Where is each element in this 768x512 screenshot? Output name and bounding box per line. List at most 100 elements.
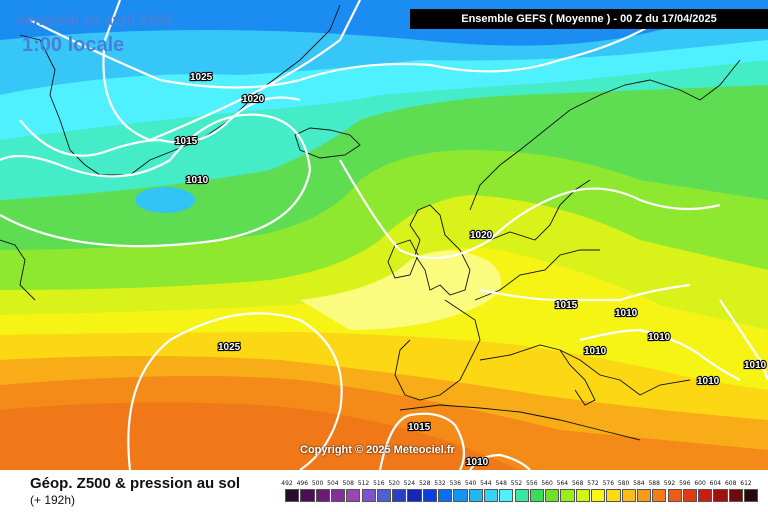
legend-label: 576 xyxy=(602,480,615,487)
isobar-1020-north xyxy=(29,19,661,89)
legend-swatch xyxy=(300,489,315,502)
isobar-1015-south xyxy=(378,412,466,470)
legend-swatch xyxy=(621,489,636,502)
legend-swatch xyxy=(652,489,667,502)
isobar-1010-loop xyxy=(0,113,312,248)
isobar-label: 1015 xyxy=(408,422,431,433)
legend-label: 512 xyxy=(357,480,370,487)
legend-label: 612 xyxy=(740,480,752,487)
isobar-label: 1020 xyxy=(242,94,265,105)
isobar-label: 1010 xyxy=(744,360,767,371)
isobar-right xyxy=(719,299,768,381)
legend-swatch xyxy=(468,489,483,502)
color-legend: 492 496 500 504 508 512 516 520 524 528 532 536 540 5… xyxy=(281,480,759,512)
legend-label: 548 xyxy=(495,480,507,487)
legend-swatch xyxy=(499,489,514,502)
copyright-text: Copyright © 2025 Meteociel.fr xyxy=(300,444,455,456)
legend-swatch xyxy=(514,489,529,502)
legend-label: 496 xyxy=(296,480,309,487)
scandinavia-coast xyxy=(469,59,741,211)
legend-swatch xyxy=(361,489,376,502)
legend-swatch xyxy=(453,489,468,502)
ireland-coast xyxy=(387,239,419,279)
isobar-label: 1010 xyxy=(466,457,489,468)
legend-label: 584 xyxy=(633,480,645,487)
model-run-banner: Ensemble GEFS ( Moyenne ) - 00 Z du 17/0… xyxy=(410,9,768,29)
legend-swatch xyxy=(346,489,361,502)
legend-label: 568 xyxy=(571,480,584,487)
isobar-label: 1025 xyxy=(190,72,213,83)
mediterranean-coast xyxy=(479,344,691,396)
legend-label: 572 xyxy=(587,480,599,487)
forecast-step: (+ 192h) xyxy=(30,493,76,507)
legend-label: 544 xyxy=(480,480,492,487)
isobar-1020-east xyxy=(339,159,721,260)
legend-label: 516 xyxy=(373,480,385,487)
isobar-label: 1015 xyxy=(175,136,198,147)
legend-swatch xyxy=(698,489,713,502)
legend-swatch xyxy=(438,489,453,502)
africa-north-coast xyxy=(399,404,641,441)
legend-label: 492 xyxy=(281,480,293,487)
legend-label: 588 xyxy=(648,480,660,487)
legend-label: 504 xyxy=(327,480,339,487)
isobar-label: 1010 xyxy=(584,346,607,357)
weather-map: 1025 1020 1015 1010 1020 1015 1010 1010 … xyxy=(0,0,768,470)
legend-swatch xyxy=(575,489,590,502)
isobar-labels: 1025 1020 1015 1010 1020 1015 1010 1010 … xyxy=(174,71,768,469)
isobar-label: 1010 xyxy=(648,332,671,343)
legend-label: 524 xyxy=(403,480,416,487)
z500-low-cell xyxy=(135,187,195,213)
valid-date: Vendredi 25 avril 2025 xyxy=(16,12,173,29)
italy-coast xyxy=(559,349,596,406)
isobar-label: 1010 xyxy=(697,376,720,387)
legend-swatch xyxy=(330,489,346,502)
legend-label: 608 xyxy=(724,480,737,487)
legend-label: 604 xyxy=(709,480,722,487)
isobar-1010-south xyxy=(469,453,531,470)
legend-swatch xyxy=(285,489,300,502)
legend-swatch xyxy=(315,489,330,502)
britain-coast xyxy=(409,204,471,296)
legend-label: 500 xyxy=(311,480,324,487)
legend-label: 528 xyxy=(418,480,431,487)
legend-label: 536 xyxy=(449,480,462,487)
isobars xyxy=(0,0,768,470)
legend-swatch xyxy=(560,489,575,502)
legend-swatch xyxy=(591,489,606,502)
legend-label: 592 xyxy=(663,480,676,487)
isobar-1010-east xyxy=(579,328,741,381)
chart-title: Géop. Z500 & pression au sol xyxy=(30,475,241,492)
isobar-label: 1025 xyxy=(218,342,241,353)
legend-label: 552 xyxy=(510,480,523,487)
legend-swatch xyxy=(744,489,759,502)
europe-west-coast xyxy=(394,299,481,401)
z500-band-paleyellow xyxy=(300,250,502,330)
legend-swatch xyxy=(545,489,560,502)
isobar-1015-east xyxy=(479,283,691,302)
legend-swatch xyxy=(713,489,728,502)
legend-label: 564 xyxy=(556,480,569,487)
legend-swatch xyxy=(407,489,422,502)
isobar-1015-loop xyxy=(19,96,301,157)
legend-swatch xyxy=(728,489,743,502)
legend-swatch xyxy=(483,489,499,502)
legend-label: 580 xyxy=(617,480,630,487)
legend-label: 596 xyxy=(679,480,691,487)
legend-swatch xyxy=(422,489,437,502)
isobar-label: 1020 xyxy=(470,230,493,241)
valid-time: 1:00 locale xyxy=(22,34,125,56)
legend-label: 556 xyxy=(526,480,538,487)
legend-swatch xyxy=(636,489,652,502)
footer: Géop. Z500 & pression au sol (+ 192h) 49… xyxy=(0,470,768,512)
legend-label: 532 xyxy=(434,480,446,487)
legend-label: 600 xyxy=(694,480,706,487)
legend-swatch xyxy=(376,489,392,502)
legend-swatch xyxy=(529,489,545,502)
legend-swatch xyxy=(606,489,621,502)
isobar-label: 1010 xyxy=(186,175,209,186)
newfoundland-coast xyxy=(0,239,36,301)
isobar-label: 1015 xyxy=(555,300,578,311)
legend-swatch xyxy=(682,489,698,502)
isobar-1025-azores xyxy=(127,312,343,470)
